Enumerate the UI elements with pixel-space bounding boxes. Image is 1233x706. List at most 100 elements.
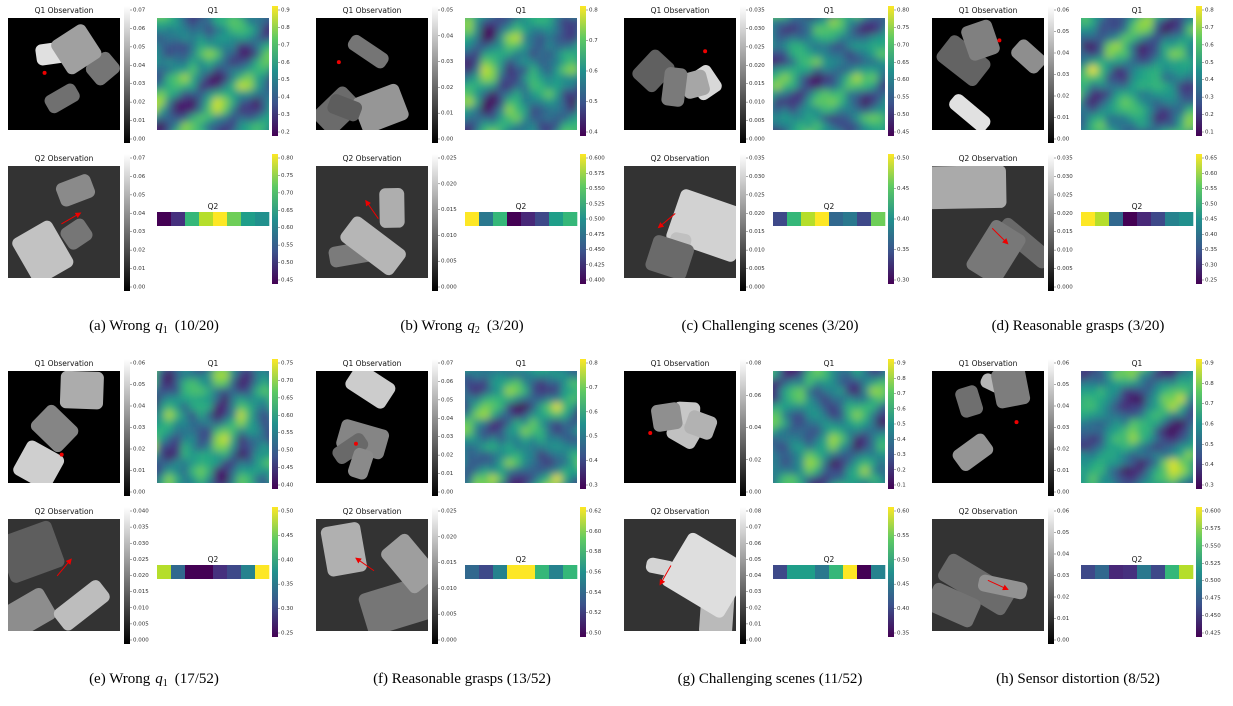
heatmap-cell — [561, 34, 570, 43]
heatmap-cell — [513, 58, 522, 67]
heatmap-cell — [837, 26, 846, 35]
heatmap-cell — [473, 130, 482, 139]
heatmap-cell — [165, 50, 174, 59]
q2-cell — [563, 565, 578, 579]
colorbar-tick-label: 0.000 — [749, 137, 765, 143]
heatmap-cell — [457, 483, 466, 492]
q2-cell — [871, 565, 886, 579]
colorbar-tick-label: 0.7 — [589, 385, 598, 391]
heatmap-cell — [877, 74, 885, 83]
heatmap-cell — [1089, 443, 1098, 452]
caption-text: (a) Wrong — [89, 318, 151, 334]
heatmap-cell — [1121, 50, 1130, 59]
heatmap-cell — [1097, 74, 1106, 83]
heatmap-cells — [773, 18, 885, 130]
heatmap-cell — [253, 106, 262, 115]
heatmap-cell — [253, 130, 262, 139]
object — [8, 520, 65, 583]
heatmap-cell — [253, 42, 262, 51]
heatmap-cell — [1169, 42, 1178, 51]
heatmap-cell — [829, 395, 838, 404]
heatmap-cell — [1113, 58, 1122, 67]
heatmap-cell — [1161, 18, 1170, 27]
colorbar-tick-label: 0.9 — [281, 8, 290, 14]
heatmap-cell — [173, 26, 182, 35]
heatmap-cell — [1177, 395, 1186, 404]
heatmap-cell — [1081, 459, 1090, 468]
heatmap-cell — [545, 82, 554, 91]
heatmap-cell — [877, 475, 885, 483]
heatmap-cell — [221, 82, 230, 91]
heatmap-cell — [1089, 114, 1098, 123]
q2-title: Q2 — [824, 202, 835, 211]
heatmap-cell — [513, 106, 522, 115]
colorbar-tick-label: 0.40 — [1205, 232, 1218, 238]
q2-cell — [1151, 565, 1166, 579]
colorbar — [432, 154, 438, 291]
heatmap-cell — [1089, 419, 1098, 428]
heatmap-cell — [189, 114, 198, 123]
heatmap-cell — [481, 90, 490, 99]
heatmap-cell — [545, 90, 554, 99]
heatmap-cell — [1145, 483, 1154, 492]
heatmap-cell — [253, 90, 262, 99]
heatmap-cell — [853, 443, 862, 452]
heatmap-cell — [173, 451, 182, 460]
heatmap-cell — [205, 114, 214, 123]
heatmap-cell — [1081, 443, 1082, 452]
heatmap-cell — [157, 98, 166, 107]
heatmap-cell — [869, 42, 878, 51]
heatmap-cell — [473, 419, 482, 428]
heatmap-cell — [829, 379, 838, 388]
heatmap-cell — [529, 34, 538, 43]
object — [51, 24, 102, 75]
colorbar-tick-label: 0.020 — [1057, 211, 1073, 217]
heatmap-cell — [1177, 122, 1186, 130]
grasp-point — [59, 452, 64, 457]
heatmap-cell — [1097, 42, 1106, 51]
heatmap-cell — [513, 18, 522, 27]
colorbar-tick-label: 0.010 — [441, 233, 457, 239]
heatmap-cell — [537, 475, 546, 483]
heatmap-cell — [173, 82, 182, 91]
q2-cell — [1165, 212, 1180, 226]
heatmap-cell — [561, 435, 570, 444]
heatmap-cell — [797, 403, 806, 412]
heatmap-cell — [1129, 26, 1138, 35]
heatmap-cell — [181, 475, 190, 483]
heatmap-cell — [205, 467, 214, 476]
heatmap-cell — [1105, 34, 1114, 43]
heatmap-cell — [773, 122, 774, 130]
heatmap-cell — [1129, 475, 1138, 483]
caption-count: (10/20) — [175, 318, 219, 334]
heatmap-cell — [513, 114, 522, 123]
heatmap-cell — [1089, 387, 1098, 396]
heatmap-cell — [181, 427, 190, 436]
heatmap-cell — [1161, 18, 1170, 19]
colorbar-tick-label: 0.000 — [133, 638, 149, 644]
q2-cell — [815, 565, 830, 579]
colorbar-tick-label: 0.50 — [897, 156, 910, 162]
heatmap-cell — [221, 475, 230, 483]
heatmap-cell — [473, 82, 482, 91]
heatmap-cell — [1153, 42, 1162, 51]
heatmap-cell — [505, 411, 514, 420]
colorbar-tick-label: 0.1 — [897, 483, 906, 489]
panel: Q1 Observation0.000.010.020.030.040.050.… — [932, 6, 1218, 334]
heatmap-cell — [229, 130, 238, 139]
heatmap-cell — [1177, 90, 1186, 99]
heatmap-cell — [1081, 483, 1090, 492]
heatmap-cell — [229, 18, 238, 27]
heatmap-cell — [569, 387, 577, 396]
heatmap-cell — [1185, 395, 1193, 404]
colorbar-tick-label: 0.020 — [749, 63, 765, 69]
heatmap-cell — [1081, 411, 1090, 420]
heatmap-cell — [813, 26, 822, 35]
heatmap-cell — [237, 50, 246, 59]
heatmap-cell — [261, 74, 269, 83]
heatmap-cell — [465, 395, 474, 404]
q1-title: Q1 — [1132, 359, 1143, 368]
heatmap-cell — [157, 451, 158, 460]
heatmap-cell — [845, 114, 854, 123]
heatmap-cell — [773, 66, 774, 75]
